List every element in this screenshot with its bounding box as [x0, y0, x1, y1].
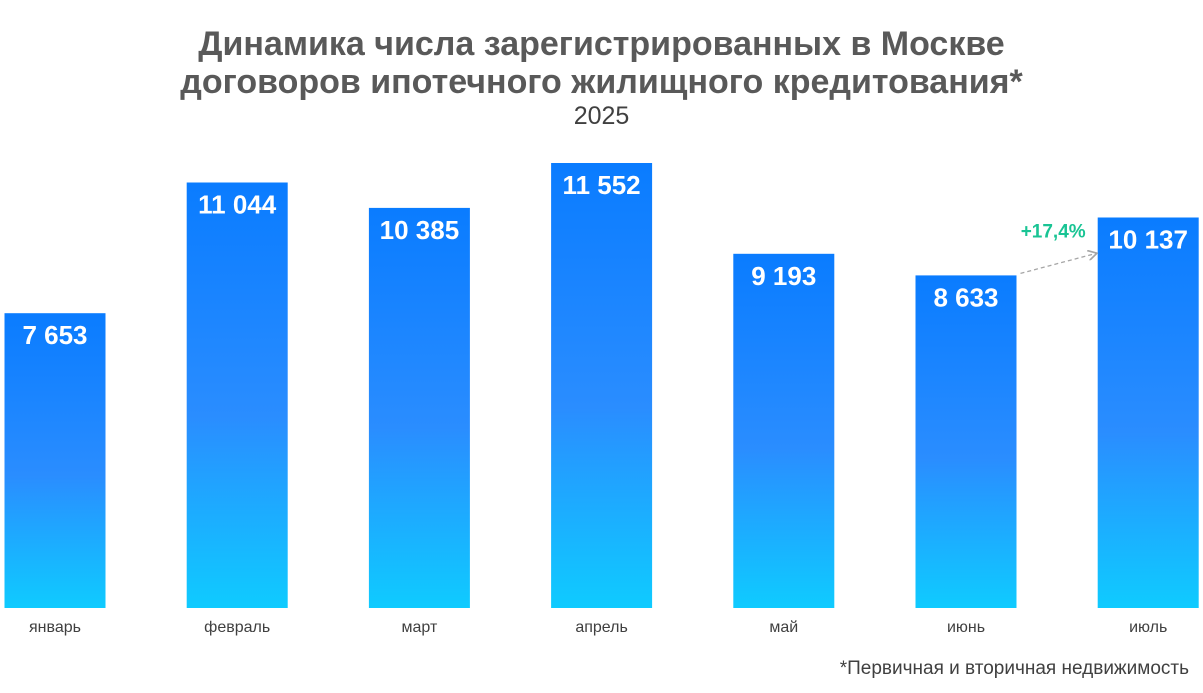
chart-subtitle: 2025 [573, 102, 630, 130]
bar-6 [915, 275, 1017, 608]
chart-title-line2: договоров ипотечного жилищного кредитова… [180, 63, 1023, 101]
bar-1 [4, 313, 106, 608]
bar-value-label: 11 044 [198, 190, 277, 220]
growth-arrow [1020, 254, 1096, 275]
chart-title-line1: Динамика числа зарегистрированных в Моск… [198, 25, 1005, 63]
bar-value-label: 7 653 [22, 320, 87, 350]
category-label: июль [1129, 619, 1167, 636]
bar-value-label: 8 633 [933, 282, 998, 312]
category-label: февраль [204, 619, 270, 636]
category-label: апрель [575, 619, 628, 636]
category-label: июнь [947, 619, 985, 636]
bar-3 [368, 207, 470, 608]
bar-7 [1097, 217, 1199, 608]
bar-2 [186, 182, 288, 608]
bar-value-label: 10 385 [380, 215, 460, 245]
growth-label: +17,4% [1021, 222, 1086, 243]
category-label: май [769, 619, 798, 636]
footnote: *Первичная и вторичная недвижимость [839, 658, 1189, 679]
bar-5 [733, 253, 835, 609]
bar-4 [551, 163, 653, 608]
category-label: март [402, 619, 438, 636]
bar-value-label: 11 552 [563, 170, 641, 200]
bar-value-label: 9 193 [751, 261, 816, 291]
category-label: январь [29, 619, 81, 636]
bar-value-label: 10 137 [1108, 225, 1188, 255]
